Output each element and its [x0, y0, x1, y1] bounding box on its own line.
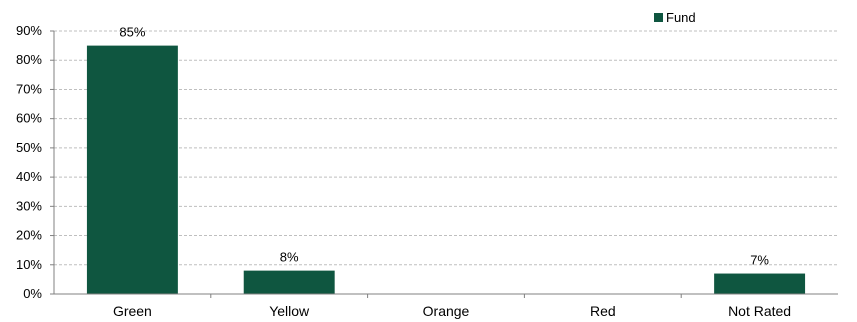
legend: Fund — [654, 10, 696, 25]
y-tick-label: 40% — [16, 169, 42, 184]
data-label: 85% — [119, 25, 145, 40]
legend-swatch-fund — [654, 13, 663, 22]
y-tick-label: 20% — [16, 228, 42, 243]
data-label: 7% — [750, 253, 769, 268]
y-tick-label: 80% — [16, 52, 42, 67]
bar-yellow — [243, 270, 335, 294]
data-labels: 85% 8% 7% — [119, 25, 769, 268]
y-tick-label: 60% — [16, 111, 42, 126]
x-axis-categories: Green Yellow Orange Red Not Rated — [113, 303, 791, 319]
x-tick-label: Orange — [423, 303, 470, 319]
y-tick-label: 90% — [16, 23, 42, 38]
y-tick-label: 0% — [23, 286, 42, 301]
gridlines — [54, 30, 838, 266]
y-axis-ticks: 0% 10% 20% 30% 40% 50% 60% 70% 80% 90% — [16, 23, 54, 301]
y-tick-label: 50% — [16, 140, 42, 155]
y-tick-label: 70% — [16, 81, 42, 96]
bar-green — [86, 45, 178, 294]
y-tick-label: 10% — [16, 257, 42, 272]
data-label: 8% — [280, 250, 299, 265]
legend-label-fund: Fund — [666, 10, 696, 25]
x-tick-label: Not Rated — [728, 303, 791, 319]
x-tick-label: Green — [113, 303, 152, 319]
x-tick-label: Red — [590, 303, 616, 319]
bar-not-rated — [714, 273, 806, 294]
bars — [86, 45, 806, 294]
axes — [53, 31, 838, 298]
y-tick-label: 30% — [16, 198, 42, 213]
x-tick-label: Yellow — [269, 303, 310, 319]
